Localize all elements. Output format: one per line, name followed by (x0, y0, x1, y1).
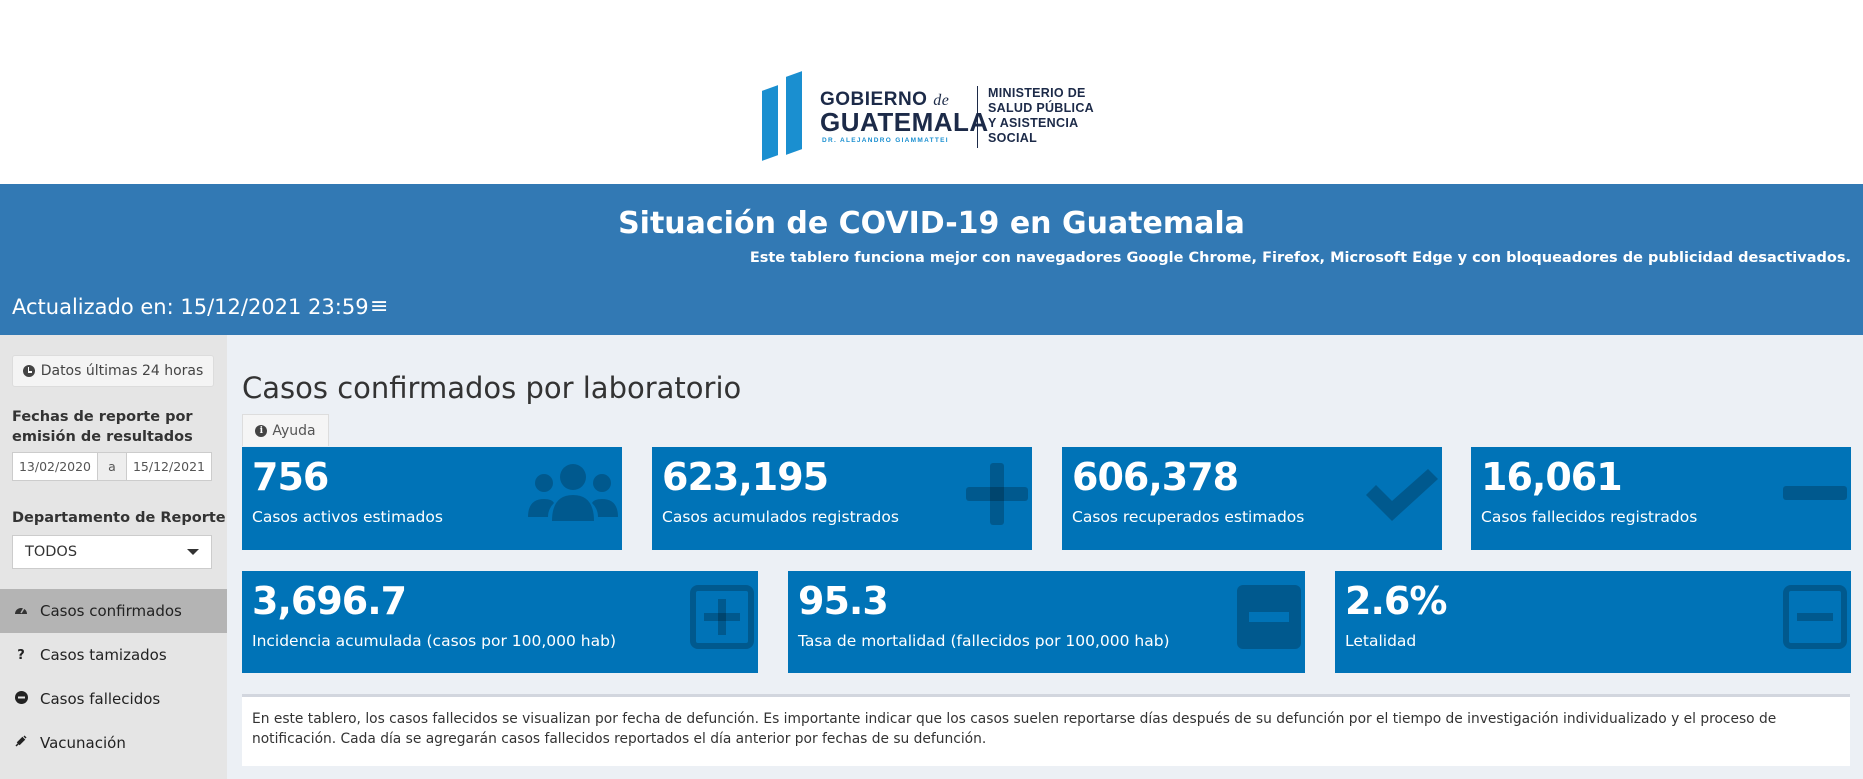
logo-guatemala-text: GUATEMALA (820, 107, 989, 137)
sidebar-item-casos-tamizados[interactable]: ? Casos tamizados (0, 633, 227, 677)
sidebar: Datos últimas 24 horas Fechas de reporte… (0, 335, 227, 779)
plus-icon (966, 463, 1028, 529)
card-incidencia: 3,696.7 Incidencia acumulada (casos por … (242, 571, 758, 673)
minus-circle-icon (14, 690, 28, 708)
card-casos-fallecidos: 16,061 Casos fallecidos registrados (1471, 447, 1851, 550)
card-label: Letalidad (1345, 632, 1417, 650)
section-title: Casos confirmados por laboratorio (242, 371, 742, 405)
last-24h-button[interactable]: Datos últimas 24 horas (12, 355, 214, 387)
minus-square-outline-icon (1783, 585, 1847, 653)
minus-square-icon (1237, 585, 1301, 653)
last-24h-label: Datos últimas 24 horas (40, 363, 204, 379)
date-separator: a (97, 453, 127, 480)
sidebar-item-casos-fallecidos[interactable]: Casos fallecidos (0, 677, 227, 721)
logo-ministerio-text: MINISTERIO DE SALUD PÚBLICA Y ASISTENCIA… (988, 86, 1094, 145)
card-value: 16,061 (1481, 455, 1623, 499)
plus-square-icon (690, 585, 754, 653)
government-logo: GOBIERNO de GUATEMALA DR. ALEJANDRO GIAM… (756, 68, 1126, 164)
sidebar-nav: Casos confirmados ? Casos tamizados Caso… (0, 589, 227, 765)
header-logo-area: GOBIERNO de GUATEMALA DR. ALEJANDRO GIAM… (0, 0, 1863, 184)
logo-gobierno-text: GOBIERNO de (820, 89, 950, 110)
hamburger-icon[interactable]: ≡ (370, 294, 389, 319)
card-value: 756 (252, 455, 329, 499)
card-label: Casos acumulados registrados (662, 508, 899, 526)
fechas-label: Fechas de reporte por emisión de resulta… (12, 409, 193, 445)
card-label: Casos recuperados estimados (1072, 508, 1305, 526)
card-label: Casos activos estimados (252, 508, 443, 526)
syringe-icon (14, 734, 28, 752)
users-icon (528, 461, 618, 529)
card-casos-acumulados: 623,195 Casos acumulados registrados (652, 447, 1032, 550)
card-casos-recuperados: 606,378 Casos recuperados estimados (1062, 447, 1442, 550)
card-value: 3,696.7 (252, 579, 407, 623)
tab-ayuda[interactable]: i Ayuda (242, 414, 329, 446)
page-title: Situación de COVID-19 en Guatemala (618, 206, 1245, 241)
date-from-input[interactable]: 13/02/2020 (18, 459, 92, 474)
tab-ayuda-label: Ayuda (272, 422, 316, 439)
card-value: 606,378 (1072, 455, 1239, 499)
check-icon (1366, 469, 1438, 525)
sidebar-item-label: Vacunación (40, 734, 126, 752)
card-letalidad: 2.6% Letalidad (1335, 571, 1851, 673)
sidebar-item-vacunacion[interactable]: Vacunación (0, 721, 227, 765)
card-value: 623,195 (662, 455, 829, 499)
minus-icon (1783, 485, 1847, 504)
departamento-value: TODOS (25, 544, 78, 560)
card-tasa-mortalidad: 95.3 Tasa de mortalidad (fallecidos por … (788, 571, 1305, 673)
card-value: 2.6% (1345, 579, 1447, 623)
card-value: 95.3 (798, 579, 889, 623)
clock-icon (22, 365, 35, 377)
departamento-label: Departamento de Reporte (12, 510, 226, 526)
sidebar-item-label: Casos fallecidos (40, 690, 161, 708)
date-to-input[interactable]: 15/12/2021 (132, 459, 206, 474)
logo-president-text: DR. ALEJANDRO GIAMMATTEI (822, 137, 949, 144)
title-banner: Situación de COVID-19 en Guatemala Este … (0, 184, 1863, 335)
card-casos-activos: 756 Casos activos estimados (242, 447, 622, 550)
card-label: Casos fallecidos registrados (1481, 508, 1698, 526)
logo-bars-icon (756, 70, 816, 162)
date-range-picker[interactable]: 13/02/2020 a 15/12/2021 (12, 452, 212, 481)
dashboard-icon (14, 603, 28, 619)
sidebar-item-label: Casos tamizados (40, 646, 167, 664)
card-label: Incidencia acumulada (casos por 100,000 … (252, 632, 616, 650)
logo-divider (977, 86, 978, 148)
departamento-select[interactable]: TODOS (12, 535, 212, 569)
question-icon: ? (17, 647, 25, 663)
sidebar-item-casos-confirmados[interactable]: Casos confirmados (0, 589, 227, 633)
sidebar-item-label: Casos confirmados (40, 602, 182, 620)
info-icon: i (255, 424, 268, 437)
browser-notice: Este tablero funciona mejor con navegado… (749, 250, 1851, 266)
updated-timestamp: Actualizado en: 15/12/2021 23:59 (12, 295, 369, 319)
fallecidos-note: En este tablero, los casos fallecidos se… (242, 694, 1850, 766)
card-label: Tasa de mortalidad (fallecidos por 100,0… (798, 632, 1170, 650)
caret-down-icon (187, 549, 199, 555)
